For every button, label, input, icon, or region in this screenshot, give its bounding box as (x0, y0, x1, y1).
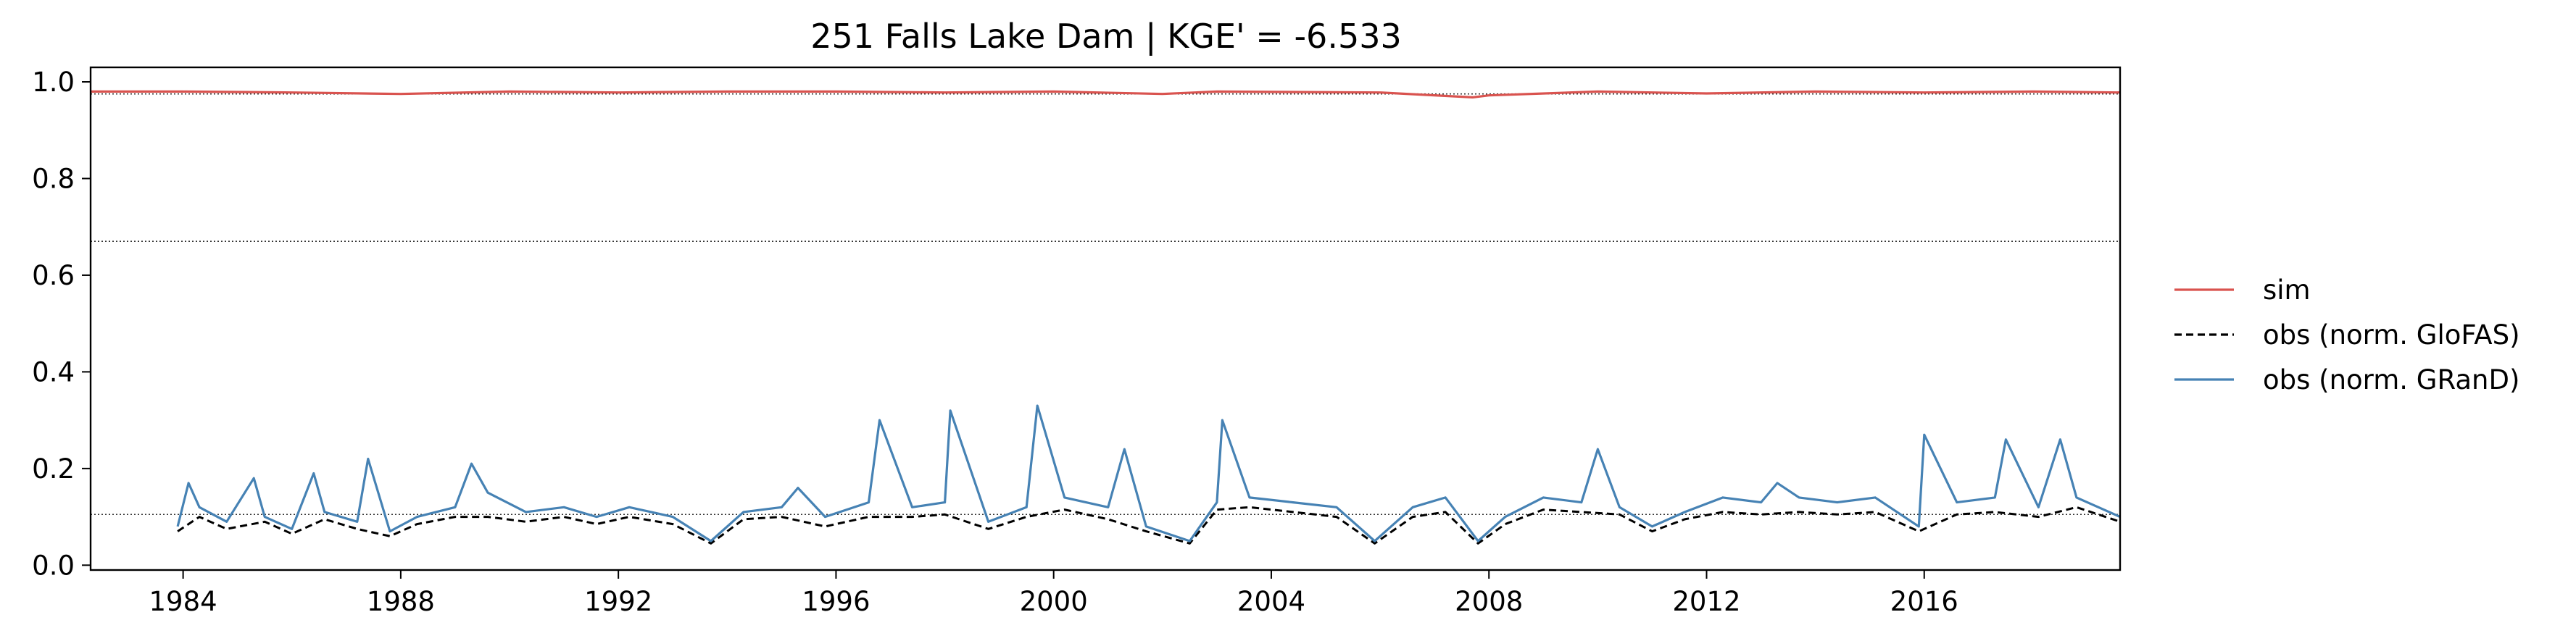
plot-area (91, 90, 2120, 545)
x-tick-label: 2012 (1672, 586, 1740, 617)
series-line-obs-norm-glofas (177, 506, 2120, 545)
legend-label-obs-norm-glofas: obs (norm. GloFAS) (2263, 319, 2520, 351)
x-tick-label: 2000 (1020, 586, 1088, 617)
x-tick-label: 1984 (149, 586, 217, 617)
y-tick-label: 0.4 (32, 356, 75, 387)
x-tick-label: 1996 (802, 586, 870, 617)
x-tick-label: 2004 (1237, 586, 1305, 617)
legend-label-obs-norm-grand: obs (norm. GRanD) (2263, 364, 2519, 395)
legend-label-sim: sim (2263, 275, 2311, 306)
legend: sim obs (norm. GloFAS) obs (norm. GRanD) (2174, 275, 2520, 395)
series-line-obs-norm-grand (176, 404, 2120, 542)
y-tick-label: 1.0 (32, 67, 75, 98)
series-line-sim (91, 90, 2120, 99)
axes-frame (89, 66, 2122, 571)
y-tick-label: 0.0 (32, 550, 75, 581)
x-tick-label: 2016 (1890, 586, 1958, 617)
chart-title: 251 Falls Lake Dam | KGE' = -6.533 (810, 17, 1402, 56)
y-tick-label: 0.6 (32, 260, 75, 291)
axes: 0.0 0.2 0.4 0.6 0.8 1.0 1984 1988 1992 1996 2000 20… (32, 66, 2122, 617)
y-tick-label: 0.2 (32, 453, 75, 485)
x-tick-label: 1988 (367, 586, 435, 617)
y-tick-label: 0.8 (32, 163, 75, 194)
x-tick-label: 2008 (1455, 586, 1523, 617)
x-tick-label: 1992 (584, 586, 652, 617)
